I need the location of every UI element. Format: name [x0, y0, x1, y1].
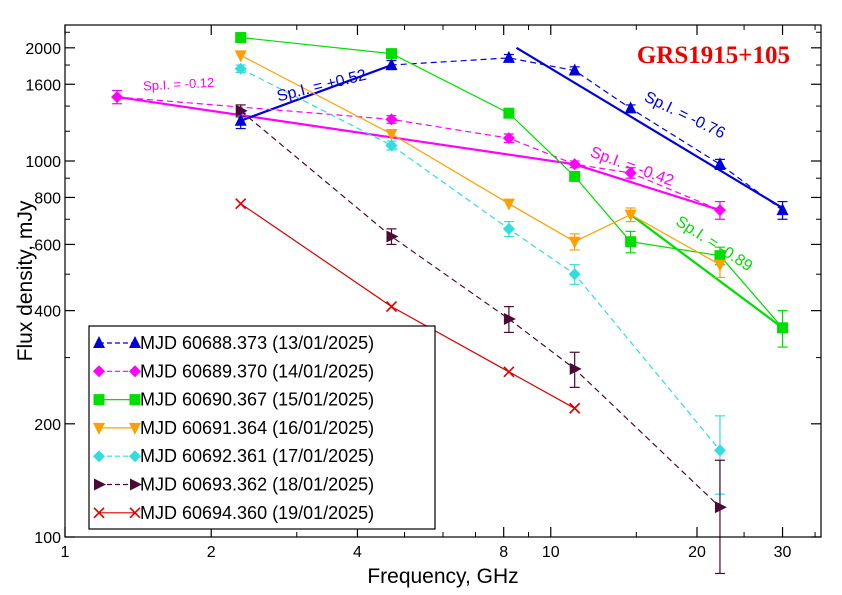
data-point — [385, 48, 397, 60]
y-tick-label: 200 — [34, 417, 61, 434]
legend-label: MJD 60690.367 (15/01/2025) — [140, 390, 374, 410]
spectral-index-label: Sp.I. = -0.12 — [143, 75, 215, 94]
spectral-fit-line — [116, 95, 575, 166]
y-tick-label: 100 — [34, 530, 61, 547]
x-tick-label: 10 — [542, 544, 560, 561]
spectral-index-label: Sp.I. = -0.89 — [673, 213, 756, 275]
data-point — [129, 336, 141, 348]
data-point — [234, 50, 247, 63]
series-line — [240, 54, 721, 266]
legend-label: MJD 60692.361 (17/01/2025) — [140, 446, 374, 466]
y-tick-label: 600 — [34, 237, 61, 254]
data-point — [235, 104, 248, 117]
data-point — [94, 478, 106, 491]
data-point — [503, 107, 515, 119]
data-point — [130, 478, 142, 491]
legend-label: MJD 60694.360 (19/01/2025) — [140, 503, 374, 523]
data-point — [502, 50, 515, 63]
data-point — [129, 507, 141, 519]
y-tick-label: 1000 — [25, 154, 61, 171]
data-point — [93, 365, 105, 378]
legend-box — [88, 325, 436, 530]
data-point — [568, 268, 581, 281]
data-point — [503, 366, 515, 378]
data-point — [93, 336, 105, 348]
data-point — [502, 132, 515, 145]
data-point — [93, 450, 105, 463]
data-point — [502, 222, 515, 235]
y-axis-title: Flux density, mJy — [14, 200, 37, 361]
data-point — [93, 394, 105, 406]
x-tick-label: 2 — [207, 544, 216, 561]
data-point — [714, 501, 727, 514]
data-point — [624, 209, 637, 222]
series-line — [240, 110, 721, 508]
legend-label: MJD 60688.373 (13/01/2025) — [140, 333, 374, 353]
x-tick-label: 1 — [61, 544, 70, 561]
legend: MJD 60688.373 (13/01/2025) MJD 60689.370 … — [88, 325, 436, 530]
y-tick-label: 2000 — [25, 41, 61, 58]
data-point — [713, 444, 726, 457]
data-point — [776, 203, 789, 216]
data-point — [713, 259, 726, 272]
data-point — [713, 157, 726, 170]
data-point — [624, 101, 637, 114]
data-point — [234, 113, 247, 126]
data-point — [129, 422, 141, 435]
spectral-fit-line — [515, 46, 784, 209]
data-point — [235, 198, 247, 210]
data-point — [569, 170, 581, 182]
y-tick-label: 1600 — [25, 77, 61, 94]
data-point — [568, 63, 581, 76]
data-point — [502, 198, 515, 211]
x-tick-label: 20 — [688, 544, 706, 561]
data-point — [385, 139, 398, 152]
data-point — [569, 362, 582, 375]
data-point — [111, 90, 124, 103]
spectral-index-label: Sp.I. = +0.52 — [275, 67, 368, 106]
y-tick-label: 400 — [34, 304, 61, 321]
x-tick-label: 30 — [774, 544, 792, 561]
x-tick-label: 8 — [499, 544, 508, 561]
x-tick-label: 4 — [353, 544, 362, 561]
legend-label: MJD 60693.362 (18/01/2025) — [140, 475, 374, 495]
data-point — [385, 113, 398, 126]
series-line — [117, 96, 721, 211]
data-point — [129, 394, 141, 406]
data-point — [714, 250, 726, 262]
chart-title: GRS1915+105 — [637, 42, 790, 69]
spectral-index-label: Sp.I. = -0.76 — [641, 89, 727, 143]
data-point — [129, 450, 141, 463]
series-line — [240, 203, 575, 409]
x-axis-title: Frequency, GHz — [367, 565, 518, 588]
data-point — [386, 230, 399, 243]
data-point — [385, 128, 398, 141]
y-tick-label: 800 — [34, 190, 61, 207]
data-point — [713, 204, 726, 217]
spectral-fit-line — [629, 213, 784, 329]
data-point — [568, 158, 581, 171]
data-point — [385, 301, 398, 313]
spectral-fit-line — [574, 163, 721, 212]
data-point — [129, 365, 141, 378]
data-point — [568, 236, 581, 249]
data-point — [93, 507, 105, 519]
data-point — [569, 402, 581, 414]
data-point — [503, 313, 516, 326]
data-point — [93, 422, 105, 435]
data-point — [234, 62, 247, 75]
legend-label: MJD 60691.364 (16/01/2025) — [140, 418, 374, 438]
data-point — [385, 58, 398, 71]
data-point — [235, 32, 247, 44]
data-point — [625, 236, 637, 248]
data-point — [777, 322, 789, 334]
data-point — [624, 166, 637, 179]
legend-label: MJD 60689.370 (14/01/2025) — [140, 361, 374, 381]
